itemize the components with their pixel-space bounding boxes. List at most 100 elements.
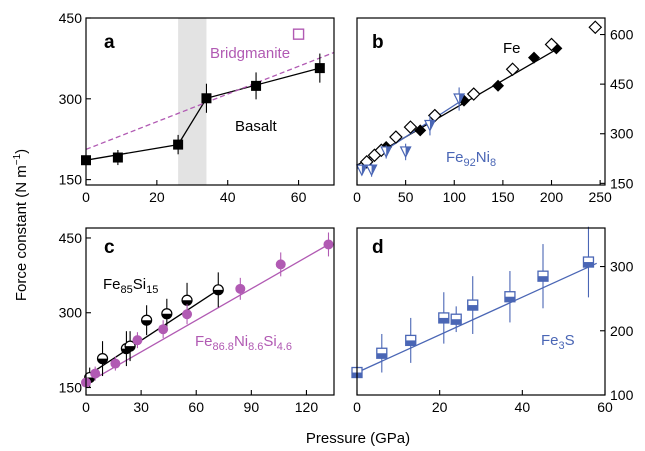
data-point [212,284,224,296]
x-tick-label: 120 [295,399,319,415]
data-point [453,93,466,106]
data-point [96,353,109,365]
panel-label: a [104,32,115,53]
x-tick-label: 90 [244,399,260,415]
data-point [438,312,450,324]
y-tick-label: 300 [59,91,83,107]
y-tick-label: 300 [59,305,83,321]
data-point [132,335,143,346]
panel-label: d [372,237,384,258]
y-tick-label: 450 [610,76,634,92]
series-annotation: Bridgmanite [210,45,290,62]
y-axis-label: Force constant (N m−1) [12,149,30,301]
data-point [376,347,388,359]
data-point [181,294,193,306]
x-tick-label: 60 [597,399,613,415]
data-point [403,120,418,134]
series-annotation: Fe3S [541,332,575,352]
fit-line [85,51,335,151]
panel-label: c [104,237,115,258]
data-point [423,119,436,132]
data-point [405,334,417,347]
data-point [588,20,603,35]
x-tick-label: 250 [588,189,612,205]
data-point [414,124,427,137]
data-point [467,299,479,311]
x-tick-label: 50 [398,189,414,205]
y-tick-label: 200 [610,323,634,339]
data-point [292,28,305,40]
fit-line [85,67,320,161]
fit-line [356,262,597,374]
data-point [275,259,286,270]
x-axis-label: Pressure (GPa) [306,430,410,447]
data-point [124,340,136,352]
y-tick-label: 300 [610,126,634,142]
x-tick-label: 20 [149,189,165,205]
x-tick-label: 100 [443,189,467,205]
data-point [380,146,393,159]
data-point [365,164,378,177]
y-tick-label: 150 [59,380,83,396]
data-point [314,63,325,74]
panel-label: b [372,32,384,53]
data-point [201,93,212,104]
data-point [504,291,516,303]
data-point [158,324,169,335]
data-point [161,308,173,320]
data-point [90,368,101,379]
x-tick-label: 30 [133,399,149,415]
data-point [173,139,184,150]
data-point [537,270,549,282]
panel-a: 0 20 40 60 150 300 450 a Bridgmanite Basalt [59,10,335,205]
data-point [112,152,123,163]
y-tick-label: 600 [610,27,634,43]
plot-frame [356,17,606,186]
plot-frame [356,227,606,396]
data-point [582,256,595,268]
data-point [528,51,541,64]
data-point [389,130,403,144]
x-tick-label: 60 [188,399,204,415]
panel-c: 0 30 60 90 120 150 300 450 c Fe85Si15 Fe86.8Ni8.6S… [59,227,335,415]
y-tick-label: 150 [59,172,83,188]
x-tick-label: 0 [353,399,361,415]
plot-frame [85,227,335,396]
data-point [251,80,262,91]
series-annotation: Basalt [235,118,278,135]
data-point [399,146,412,159]
data-point [492,79,505,92]
x-tick-label: 0 [353,189,361,205]
series-annotation: Fe86.8Ni8.6Si4.6 [195,333,292,353]
y-tick-label: 100 [610,387,634,403]
data-point [110,358,121,369]
x-tick-label: 40 [515,399,531,415]
data-point [427,108,442,123]
data-point [466,87,481,101]
x-tick-label: 0 [82,399,90,415]
y-tick-label: 150 [610,175,634,191]
data-point [141,314,153,326]
data-point [323,239,334,250]
series-annotation: Fe92Ni8 [446,149,496,169]
x-tick-label: 200 [540,189,564,205]
data-point [450,313,462,325]
data-point [544,37,559,52]
data-point [182,309,193,320]
y-tick-label: 450 [59,230,83,246]
x-tick-label: 40 [220,189,236,205]
y-tick-label: 450 [59,10,83,26]
series-annotation: Fe85Si15 [103,276,158,296]
x-tick-label: 20 [432,399,448,415]
data-point [505,62,520,77]
y-tick-label: 300 [610,259,634,275]
x-tick-label: 0 [82,189,90,205]
data-point [235,283,246,294]
data-point [355,164,368,177]
fit-line [85,243,329,385]
series-annotation: Fe [503,40,521,57]
plot-frame [85,17,335,186]
